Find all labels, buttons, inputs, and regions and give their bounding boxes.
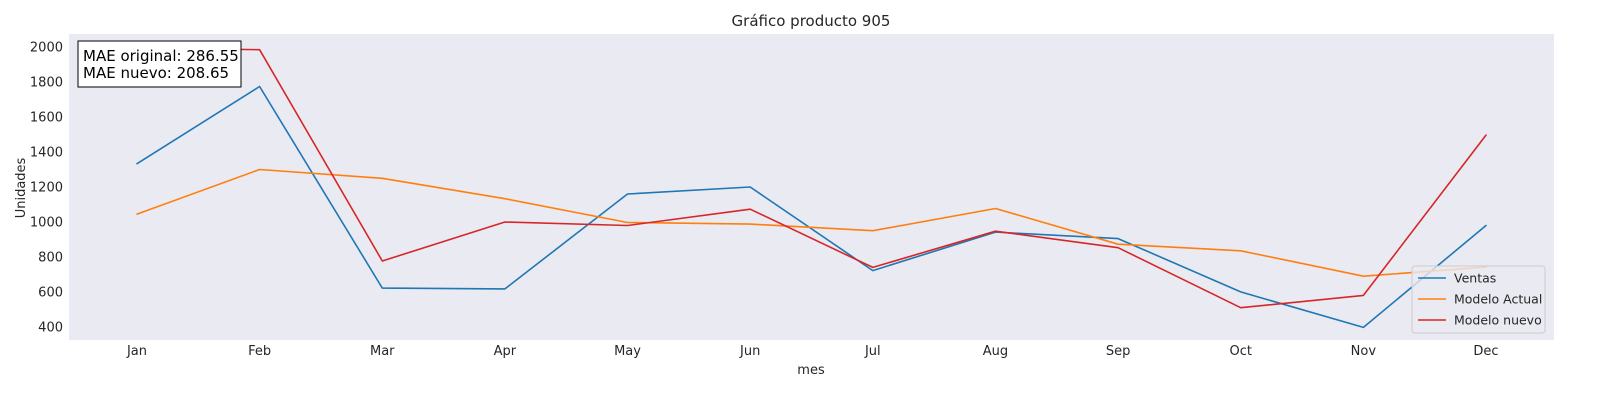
y-tick-label: 1200 [30, 181, 63, 196]
legend-label: Ventas [1454, 271, 1496, 286]
x-tick-label: Nov [1351, 344, 1377, 359]
y-tick-label: 400 [38, 320, 63, 335]
x-tick-label: Jun [739, 344, 760, 359]
y-axis-ticks: 400 600 800 1000 1200 1400 1600 1800 2000 [30, 41, 63, 336]
plot-area [69, 34, 1554, 340]
x-tick-label: May [614, 344, 641, 359]
x-tick-label: Jul [864, 344, 881, 359]
y-tick-label: 600 [38, 285, 63, 300]
series-line-modelo-actual [136, 168, 1487, 278]
x-tick-label: Dec [1473, 344, 1498, 359]
y-tick-label: 1800 [30, 76, 63, 91]
x-axis-ticks: Jan Feb Mar Apr May Jun Jul Aug Sep Oct Nov Dec [126, 344, 1499, 359]
series-line-ventas [136, 85, 1487, 329]
x-tick-label: Aug [983, 344, 1008, 359]
legend-label: Modelo nuevo [1454, 313, 1542, 328]
annotation-line-2: MAE nuevo: 208.65 [83, 64, 229, 82]
annotation-frame [77, 40, 242, 88]
x-tick-label: Jan [126, 344, 147, 359]
y-axis-label: Unidades [14, 157, 29, 218]
x-tick-label: Sep [1106, 344, 1131, 359]
legend-frame [1411, 265, 1546, 334]
x-tick-label: Oct [1229, 344, 1251, 359]
legend-label: Modelo Actual [1454, 292, 1542, 307]
legend: Ventas Modelo Actual Modelo nuevo [1411, 265, 1546, 334]
y-tick-label: 1600 [30, 111, 63, 126]
mae-annotation: MAE original: 286.55 MAE nuevo: 208.65 [77, 40, 242, 88]
y-tick-label: 800 [38, 250, 63, 265]
series-lines [136, 47, 1487, 329]
annotation-line-1: MAE original: 286.55 [83, 47, 239, 65]
y-tick-label: 2000 [30, 41, 63, 56]
x-tick-label: Apr [494, 344, 517, 359]
series-line-modelo-nuevo [136, 47, 1487, 309]
chart-title: Gráfico producto 905 [732, 12, 891, 30]
x-tick-label: Mar [370, 344, 395, 359]
x-tick-label: Feb [248, 344, 271, 359]
y-tick-label: 1000 [30, 215, 63, 230]
x-axis-label: mes [797, 363, 825, 378]
y-tick-label: 1400 [30, 146, 63, 161]
